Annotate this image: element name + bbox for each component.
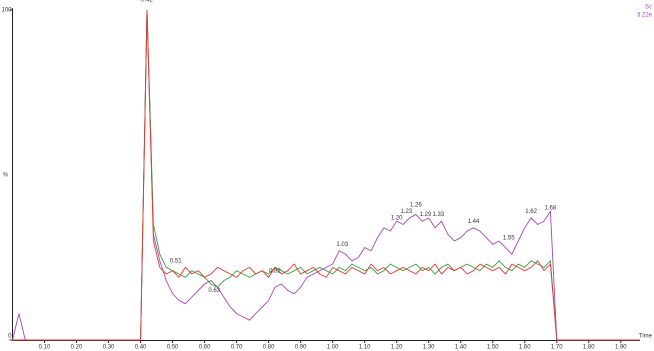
x-tick-label: 0.10 [39, 345, 51, 351]
x-tick-label: 1.90 [615, 345, 627, 351]
x-tick-label: 0.80 [263, 345, 275, 351]
x-tick-label: 1.70 [551, 345, 563, 351]
x-tick-label: 1.10 [359, 345, 371, 351]
x-tick-label: 0.30 [103, 345, 115, 351]
y-axis-label: % [3, 173, 9, 179]
peak-label: 0.63 [208, 288, 220, 294]
series-line [12, 9, 640, 341]
peak-label: 1.44 [468, 219, 480, 225]
x-tick-label: 1.60 [519, 345, 531, 351]
peak-label: 0.42 [141, 0, 153, 4]
peak-label: 1.03 [336, 242, 348, 248]
peak-label: 1.68 [545, 206, 557, 212]
peak-label: 1.62 [525, 209, 537, 215]
x-tick-label: 1.30 [423, 345, 435, 351]
peak-label: 1.55 [503, 235, 515, 241]
y-tick-label: 100 [1, 8, 12, 14]
x-tick-label: 0.90 [295, 345, 307, 351]
peak-label: 1.20 [391, 215, 403, 221]
x-tick-label: 0.60 [199, 345, 211, 351]
x-tick-label: 0.50 [167, 345, 179, 351]
series-line [12, 9, 640, 341]
x-tick-label: 1.50 [487, 345, 499, 351]
peak-label: 0.82 [269, 268, 281, 274]
x-tick-label: 0.20 [71, 345, 83, 351]
peak-label: 1.26 [410, 202, 422, 208]
peak-label: 1.23 [400, 209, 412, 215]
x-tick-label: 0.40 [135, 345, 147, 351]
series-line [12, 9, 640, 341]
peak-label: 1.33 [432, 212, 444, 218]
x-tick-label: 1.00 [327, 345, 339, 351]
x-tick-label: 1.40 [455, 345, 467, 351]
peak-label: 0.51 [170, 258, 182, 264]
x-tick-label: 0.70 [231, 345, 243, 351]
x-axis-label: Time [639, 334, 653, 340]
y-tick-label: 0 [8, 334, 12, 340]
peak-label: 1.29 [420, 212, 432, 218]
x-tick-label: 1.20 [391, 345, 403, 351]
corner-label: Sc [645, 5, 652, 11]
x-tick-label: 1.80 [583, 345, 595, 351]
corner-label: 3.22e [637, 13, 653, 19]
